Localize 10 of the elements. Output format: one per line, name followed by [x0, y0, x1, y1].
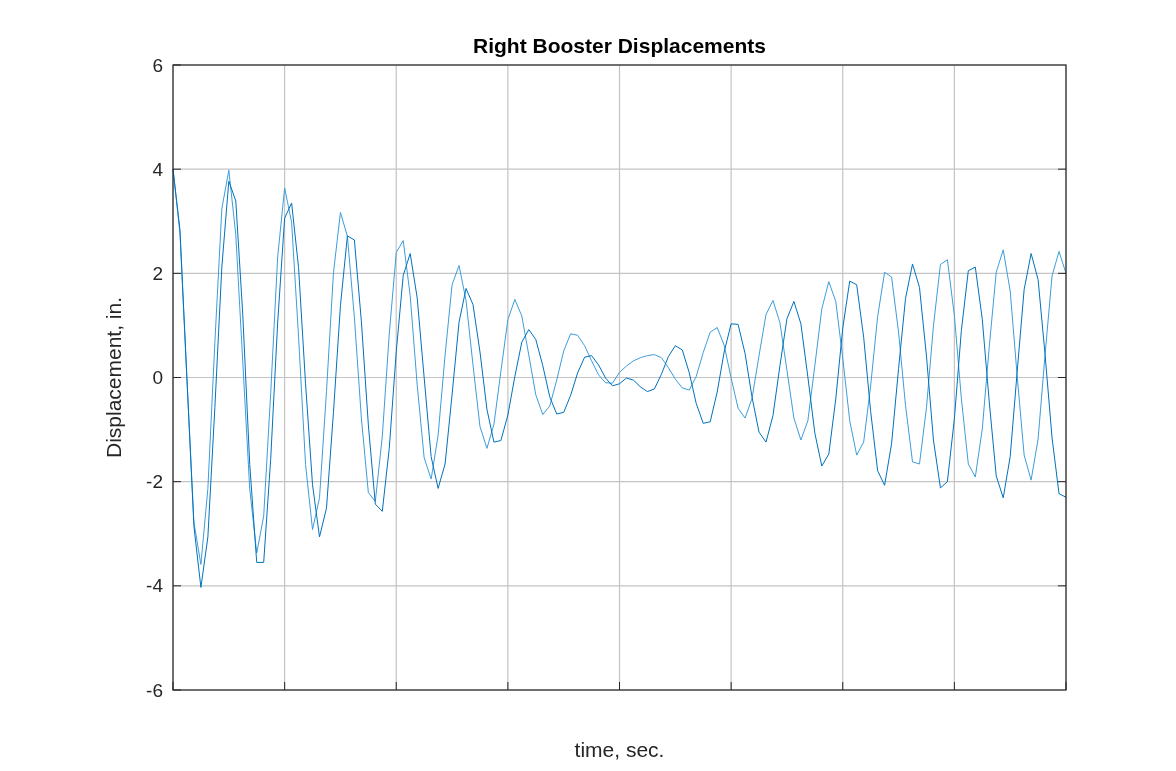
y-tick-label: 4 — [152, 158, 164, 180]
y-tick-label: -4 — [146, 575, 164, 597]
x-axis-title: time, sec. — [574, 738, 665, 761]
y-axis-title: Displacement, in. — [102, 296, 125, 459]
y-tick-label: -2 — [146, 471, 163, 493]
chart-title: Right Booster Displacements — [473, 34, 766, 57]
y-tick-label: 6 — [152, 54, 163, 76]
y-tick-label: -6 — [146, 679, 163, 701]
y-tick-label: 2 — [152, 262, 163, 284]
y-tick-label: 0 — [152, 367, 163, 389]
